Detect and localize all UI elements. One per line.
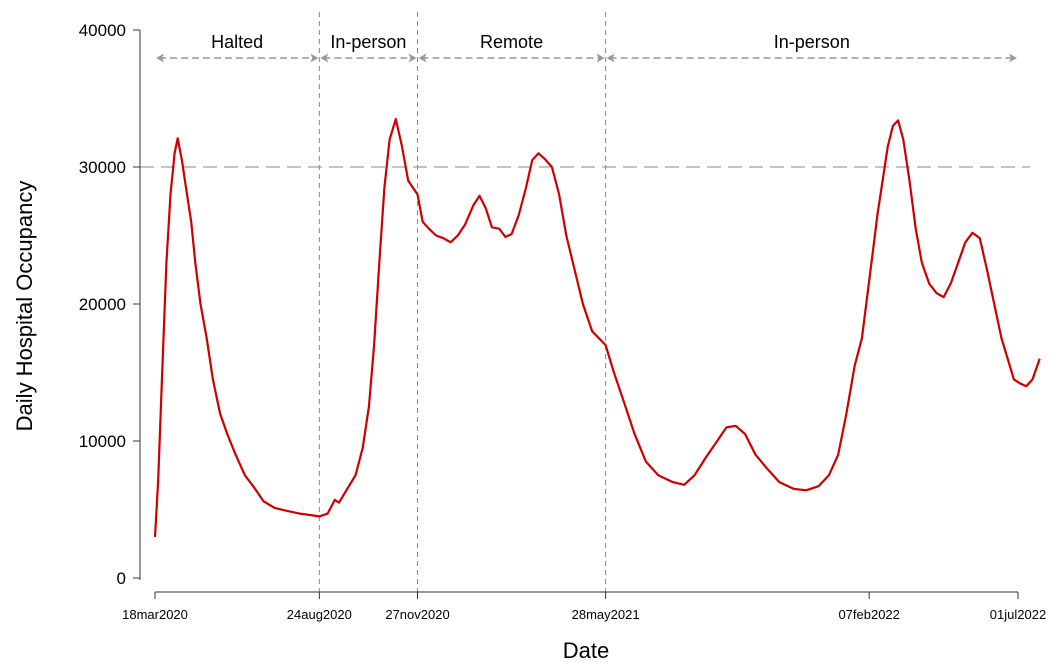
- phase-label: In-person: [774, 32, 850, 52]
- x-tick-label: 24aug2020: [287, 607, 352, 622]
- ticks: 0 10000 20000 30000 40000 18mar2020 24aug2020 2…: [79, 21, 1046, 622]
- y-tick-label: 30000: [79, 158, 126, 177]
- y-tick-label: 0: [117, 569, 126, 588]
- phase-arrowhead-right: [596, 53, 605, 63]
- phase-arrowhead-left: [418, 53, 427, 63]
- phase-arrowhead-left: [320, 53, 329, 63]
- x-tick-label: 18mar2020: [122, 607, 188, 622]
- y-tick-label: 20000: [79, 295, 126, 314]
- phase-annotations: Halted In-person Remote In-person: [156, 32, 1017, 63]
- phase-label: Remote: [480, 32, 543, 52]
- phase-arrowhead-right: [1009, 53, 1017, 63]
- reference-lines: [140, 12, 1030, 592]
- series-line: [153, 117, 1041, 537]
- series: [153, 117, 1041, 537]
- x-tick-label: 07feb2022: [838, 607, 899, 622]
- x-axis-label: Date: [563, 638, 609, 663]
- phase-label: In-person: [330, 32, 406, 52]
- x-tick-label: 01jul2022: [990, 607, 1046, 622]
- phase-label: Halted: [211, 32, 263, 52]
- y-axis-label: Daily Hospital Occupancy: [12, 181, 37, 432]
- x-tick-label: 27nov2020: [385, 607, 449, 622]
- phase-arrowhead-left: [156, 53, 164, 63]
- phase-arrowhead-right: [408, 53, 417, 63]
- x-tick-label: 28may2021: [572, 607, 640, 622]
- axes: [139, 30, 1018, 593]
- phase-arrowhead-left: [606, 53, 615, 63]
- y-tick-label: 10000: [79, 432, 126, 451]
- phase-arrowhead-right: [310, 53, 319, 63]
- y-tick-label: 40000: [79, 21, 126, 40]
